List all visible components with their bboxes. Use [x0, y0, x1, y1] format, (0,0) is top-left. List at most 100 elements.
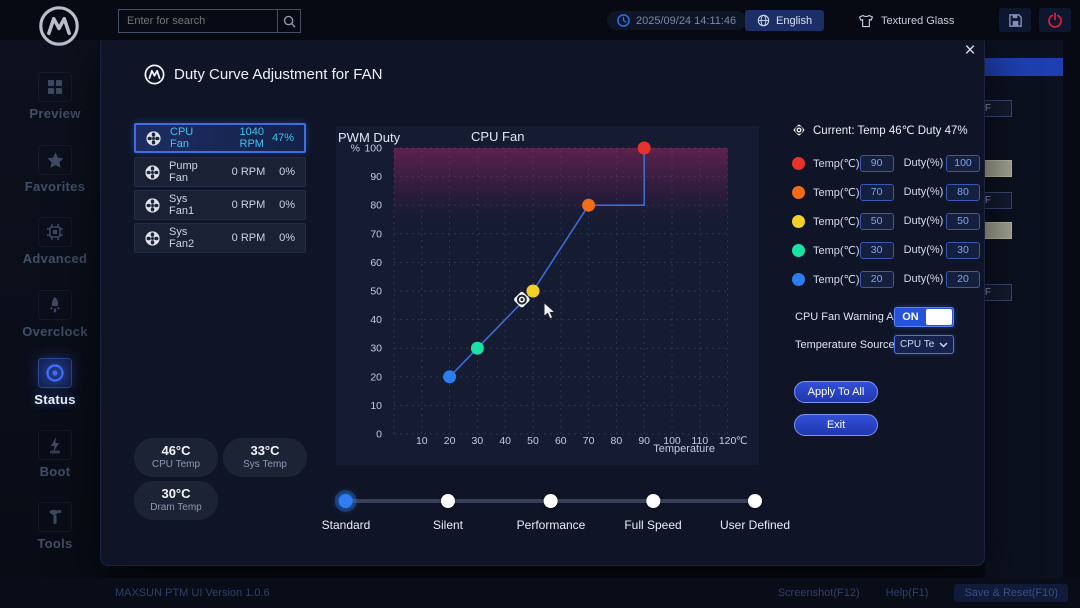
chip-icon	[38, 217, 72, 247]
fan-list-item-pump-fan[interactable]: Pump Fan 0 RPM 0%	[134, 157, 306, 187]
svg-text:50: 50	[527, 435, 539, 447]
boot-ssd-icon	[38, 430, 72, 460]
fan-rpm: 0 RPM	[231, 166, 266, 178]
svg-text:120: 120	[719, 435, 737, 447]
fan-name: Pump Fan	[169, 160, 198, 184]
maxsun-logo-icon-small	[144, 64, 165, 85]
sys-temp-value: 33°C	[250, 443, 280, 458]
temperature-source-label: Temperature Source	[795, 339, 895, 351]
mode-user-defined[interactable]: User Defined	[720, 494, 790, 532]
status-eye-icon	[38, 358, 72, 388]
mode-dot[interactable]	[646, 494, 660, 508]
datetime-text: 2025/09/24 14:11:46	[636, 14, 737, 27]
sidebar-label: Boot	[39, 464, 71, 479]
tshirt-icon	[858, 14, 874, 28]
datetime-display: 2025/09/24 14:11:46	[607, 11, 747, 30]
duty-input[interactable]	[946, 154, 980, 172]
warning-alert-toggle[interactable]: ON	[894, 307, 954, 327]
mode-standard[interactable]: Standard	[322, 494, 370, 532]
svg-text:70: 70	[583, 435, 595, 447]
sidebar-item-preview[interactable]: Preview	[0, 72, 110, 121]
duty-input[interactable]	[946, 241, 980, 259]
version-text: MAXSUN PTM UI Version 1.0.6	[115, 587, 270, 599]
fan-rpm: 0 RPM	[231, 232, 266, 244]
apply-to-all-button[interactable]: Apply To All	[794, 381, 878, 403]
fan-curve-chart[interactable]: PWM Duty CPU Fan Temperature 0 10 20 30 40 50…	[336, 126, 759, 465]
point-color-dot	[792, 185, 805, 199]
rocket-icon	[38, 290, 72, 320]
duty-input[interactable]	[946, 183, 980, 201]
duty-input[interactable]	[946, 270, 980, 288]
fan-list-item-cpu-fan[interactable]: CPU Fan 1040 RPM 47%	[134, 123, 306, 153]
point-color-dot	[792, 243, 805, 257]
temp-input[interactable]	[859, 183, 894, 201]
sidebar-item-status[interactable]: Status	[0, 358, 110, 407]
curve-point-row-2: Temp(℃) Duty(%)	[792, 180, 980, 204]
power-button[interactable]	[1039, 8, 1071, 32]
sidebar-label: Tools	[37, 536, 73, 551]
search-icon[interactable]	[278, 9, 301, 33]
close-icon[interactable]: ×	[964, 40, 976, 61]
temp-input[interactable]	[859, 212, 894, 230]
dram-temp-label: Dram Temp	[150, 502, 202, 513]
curve-point-row-4: Temp(℃) Duty(%)	[792, 238, 980, 262]
toggle-state-text: ON	[902, 311, 919, 323]
sys-temp-label: Sys Temp	[243, 459, 287, 470]
svg-text:20: 20	[444, 435, 456, 447]
sidebar-item-tools[interactable]: Tools	[0, 502, 110, 551]
duty-input[interactable]	[946, 212, 980, 230]
mode-full-speed[interactable]: Full Speed	[624, 494, 682, 532]
save-reset-hotkey[interactable]: Save & Reset(F10)	[954, 584, 1068, 602]
language-button[interactable]: English	[745, 10, 825, 31]
duty-field-label: Duty(%)	[903, 157, 944, 169]
save-config-button[interactable]	[999, 8, 1031, 32]
temperature-source-value: CPU Tem	[900, 339, 935, 350]
theme-button[interactable]: Textured Glass	[858, 10, 954, 31]
sidebar-item-boot[interactable]: Boot	[0, 430, 110, 479]
fan-list-item-sys-fan2[interactable]: Sys Fan2 0 RPM 0%	[134, 223, 306, 253]
mode-dot[interactable]	[748, 494, 762, 508]
search-input[interactable]	[118, 9, 278, 33]
hammer-icon	[38, 502, 72, 532]
sidebar-item-overclock[interactable]: Overclock	[0, 290, 110, 339]
mode-dot[interactable]	[441, 494, 455, 508]
temp-input[interactable]	[859, 154, 894, 172]
language-label: English	[776, 14, 813, 27]
crosshair-icon	[793, 124, 805, 136]
duty-field-label: Duty(%)	[903, 244, 944, 256]
fan-curve-dialog: × Duty Curve Adjustment for FAN CPU Fan …	[100, 35, 985, 566]
help-hotkey[interactable]: Help(F1)	[885, 587, 929, 599]
temp-input[interactable]	[859, 241, 894, 259]
chevron-down-icon	[939, 341, 948, 348]
fan-icon	[145, 130, 162, 147]
temperature-source-dropdown[interactable]: CPU Tem	[894, 335, 954, 354]
mode-dot[interactable]	[338, 494, 353, 508]
mode-performance[interactable]: Performance	[517, 494, 585, 532]
svg-text:100: 100	[663, 435, 681, 447]
curve-plot[interactable]: 0 10 20 30 40 50 60 70 80 90 100% 10 20 30 40 50 60 70 80 9…	[336, 126, 759, 465]
fan-list-item-sys-fan1[interactable]: Sys Fan1 0 RPM 0%	[134, 190, 306, 220]
curve-point-row-5: Temp(℃) Duty(%)	[792, 267, 980, 291]
exit-button[interactable]: Exit	[794, 414, 878, 436]
sidebar-item-favorites[interactable]: Favorites	[0, 145, 110, 194]
globe-icon	[757, 14, 770, 27]
svg-text:90: 90	[638, 435, 650, 447]
screenshot-hotkey[interactable]: Screenshot(F12)	[777, 587, 860, 599]
mode-silent[interactable]: Silent	[433, 494, 463, 532]
temp-field-label: Temp(℃)	[813, 186, 860, 199]
fan-icon	[144, 230, 161, 247]
svg-text:80: 80	[370, 200, 382, 212]
warning-alert-label: CPU Fan Warning Alert	[795, 311, 909, 323]
x-axis-title: Temperature	[653, 443, 715, 455]
svg-text:70: 70	[370, 228, 382, 240]
sidebar-label: Overclock	[22, 324, 88, 339]
fan-icon	[144, 164, 161, 181]
svg-text:90: 90	[370, 171, 382, 183]
dialog-title: Duty Curve Adjustment for FAN	[174, 66, 383, 83]
cpu-temp-value: 46°C	[161, 443, 191, 458]
mode-dot[interactable]	[543, 494, 558, 508]
sidebar-item-advanced[interactable]: Advanced	[0, 217, 110, 266]
point-color-dot	[792, 156, 805, 170]
temp-input[interactable]	[859, 270, 894, 288]
